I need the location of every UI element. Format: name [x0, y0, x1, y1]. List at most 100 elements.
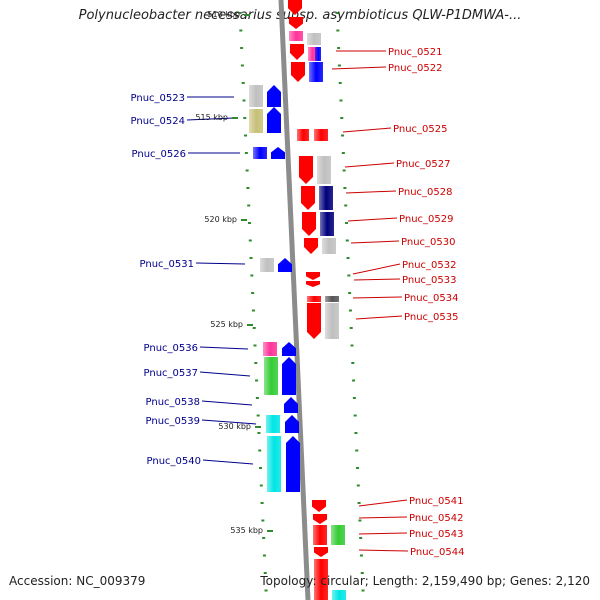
scale-label: 530 kbp [218, 422, 251, 431]
gene-arrow [282, 342, 296, 356]
scale-tick [244, 14, 250, 16]
scale-label: 515 kbp [195, 113, 228, 122]
scale-tick [255, 426, 261, 428]
tick-mark [351, 362, 355, 364]
leader-line [202, 459, 254, 465]
gene-label-right[interactable]: Pnuc_0535 [404, 312, 458, 323]
tick-mark [342, 169, 346, 172]
gene-box [264, 357, 278, 395]
tick-mark [336, 29, 340, 32]
gene-arrow [304, 238, 318, 254]
gene-label-right[interactable]: Pnuc_0527 [396, 159, 450, 170]
leader-line [345, 190, 397, 194]
tick-mark [357, 502, 361, 504]
leader-line [347, 217, 398, 222]
tick-mark [346, 257, 350, 259]
tick-mark [352, 397, 356, 399]
scale-label: 520 kbp [204, 215, 237, 224]
gene-label-right[interactable]: Pnuc_0529 [399, 214, 453, 225]
gene-box [325, 296, 339, 302]
tick-mark [344, 222, 348, 224]
gene-arrow [313, 514, 327, 524]
tick-mark [256, 414, 260, 417]
accession-text: Accession: NC_009379 [9, 574, 146, 588]
tick-mark [347, 274, 351, 277]
tick-mark [243, 117, 247, 119]
gene-label-left[interactable]: Pnuc_0524 [131, 116, 185, 127]
tick-mark [250, 274, 254, 277]
tick-mark [259, 467, 263, 469]
gene-label-right[interactable]: Pnuc_0525 [393, 124, 447, 135]
gene-label-right[interactable]: Pnuc_0530 [401, 237, 455, 248]
tick-mark [259, 484, 263, 487]
gene-label-left[interactable]: Pnuc_0539 [146, 416, 200, 427]
tick-mark [244, 134, 248, 137]
gene-label-left[interactable]: Pnuc_0523 [131, 93, 185, 104]
tick-mark [247, 204, 251, 207]
tick-mark [260, 502, 264, 504]
tick-mark [240, 64, 244, 67]
tick-mark [349, 327, 353, 329]
tick-mark [242, 99, 246, 102]
gene-label-left[interactable]: Pnuc_0536 [144, 343, 198, 354]
tick-mark [263, 572, 267, 574]
leader-line [344, 162, 395, 168]
tick-mark [241, 82, 245, 84]
gene-box [313, 525, 327, 545]
gene-label-left[interactable]: Pnuc_0537 [144, 368, 198, 379]
leader-line [331, 66, 387, 70]
scale-labels: 510 kbp 515 kbp 520 kbp 525 kbp 530 kbp 535 k… [195, 10, 273, 535]
gene-box [266, 415, 280, 433]
tick-mark [258, 449, 262, 452]
gene-label-right[interactable]: Pnuc_0534 [404, 293, 458, 304]
gene-arrow [285, 415, 299, 433]
leader-line [352, 263, 401, 275]
gene-label-right[interactable]: Pnuc_0521 [388, 47, 442, 58]
gene-label-right[interactable]: Pnuc_0542 [409, 513, 463, 524]
gene-box [315, 47, 321, 61]
gene-arrow [267, 107, 281, 133]
gene-arrow [286, 436, 300, 492]
tick-mark [341, 134, 345, 137]
gene-label-right[interactable]: Pnuc_0532 [402, 260, 456, 271]
gene-box [308, 47, 317, 61]
tick-mark [359, 554, 363, 557]
tick-marks [238, 12, 365, 592]
gene-box [320, 212, 334, 236]
gene-label-left[interactable]: Pnuc_0526 [132, 149, 186, 160]
gene-label-left[interactable]: Pnuc_0540 [147, 456, 201, 467]
tick-mark [337, 47, 341, 49]
gene-label-right[interactable]: Pnuc_0533 [402, 275, 456, 286]
tick-mark [248, 239, 252, 242]
gene-label-left[interactable]: Pnuc_0531 [140, 259, 194, 270]
gene-box [307, 296, 321, 302]
gene-arrow [289, 17, 303, 29]
leader-line [199, 371, 251, 377]
leader-line [352, 296, 403, 299]
gene-arrow [271, 147, 285, 159]
gene-arrow [288, 0, 302, 15]
leader-line [186, 117, 235, 121]
gene-label-right[interactable]: Pnuc_0522 [388, 63, 442, 74]
tick-mark [356, 467, 360, 469]
leader-line [358, 499, 408, 507]
gene-label-right[interactable]: Pnuc_0543 [409, 529, 463, 540]
gene-arrow [314, 547, 328, 557]
tick-mark [345, 239, 349, 242]
gene-box [319, 186, 333, 210]
gene-label-left[interactable]: Pnuc_0538 [146, 397, 200, 408]
leader-line [350, 240, 400, 244]
tick-mark [341, 152, 345, 154]
gene-label-right[interactable]: Pnuc_0544 [410, 547, 464, 558]
scale-tick [247, 324, 253, 326]
tick-mark [343, 187, 347, 189]
leader-line [201, 419, 257, 425]
tick-mark [354, 432, 358, 434]
tick-mark [352, 379, 356, 382]
gene-label-right[interactable]: Pnuc_0541 [409, 496, 463, 507]
label-leader-lines [186, 50, 409, 552]
tick-mark [361, 589, 365, 592]
gene-label-right[interactable]: Pnuc_0528 [398, 187, 452, 198]
gene-arrow [299, 156, 313, 184]
